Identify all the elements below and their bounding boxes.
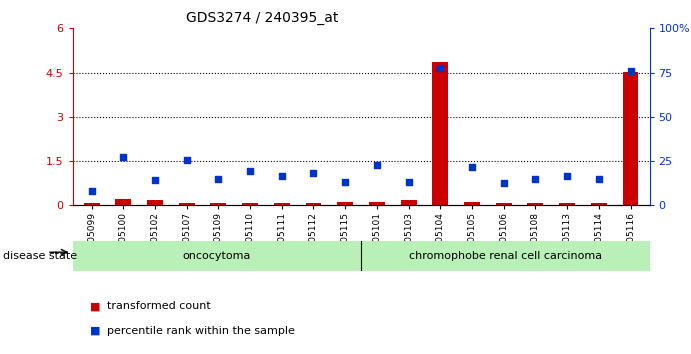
Point (435, 65, 446, 71)
Point (308, 170, 319, 176)
Point (181, 157, 192, 162)
Bar (433, 62, 448, 205)
Bar (623, 72, 638, 205)
Bar (361, 241, 650, 271)
Text: ■: ■ (90, 301, 100, 311)
Point (276, 173, 287, 179)
Bar (464, 202, 480, 205)
Bar (305, 203, 321, 205)
Point (498, 180, 509, 186)
Point (371, 163, 382, 169)
Point (86, 188, 97, 193)
Bar (274, 203, 290, 205)
Point (213, 176, 224, 182)
Text: ■: ■ (90, 326, 100, 336)
Point (245, 169, 256, 174)
Point (466, 164, 477, 170)
Bar (211, 203, 227, 205)
Point (340, 179, 351, 184)
Point (117, 154, 129, 159)
Point (562, 173, 573, 179)
Bar (337, 202, 353, 205)
Text: chromophobe renal cell carcinoma: chromophobe renal cell carcinoma (409, 251, 602, 261)
Bar (147, 200, 163, 205)
Text: disease state: disease state (3, 251, 77, 261)
Bar (401, 200, 417, 205)
Point (625, 68, 636, 74)
Text: transformed count: transformed count (107, 301, 211, 311)
Bar (84, 203, 100, 205)
Text: GDS3274 / 240395_at: GDS3274 / 240395_at (187, 11, 339, 25)
Bar (591, 203, 607, 205)
Point (530, 176, 541, 182)
Bar (73, 241, 361, 271)
Bar (559, 203, 575, 205)
Bar (527, 203, 543, 205)
Point (594, 176, 605, 182)
Text: percentile rank within the sample: percentile rank within the sample (107, 326, 295, 336)
Bar (242, 203, 258, 205)
Point (403, 179, 414, 184)
Bar (115, 199, 131, 205)
Bar (495, 203, 511, 205)
Text: oncocytoma: oncocytoma (182, 251, 251, 261)
Bar (179, 203, 195, 205)
Bar (369, 202, 385, 205)
Point (149, 177, 160, 183)
